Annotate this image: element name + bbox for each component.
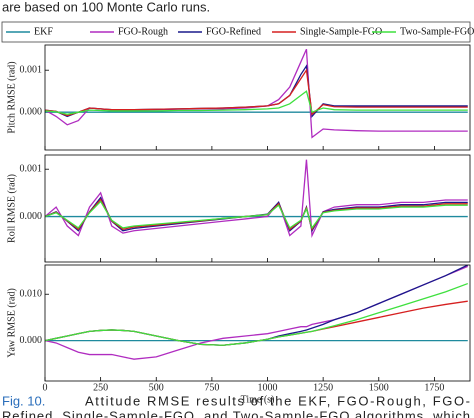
plot-frame <box>44 154 471 263</box>
legend: EKF FGO-Rough FGO-Refined Single-Sample-FGO… <box>6 26 474 37</box>
x-tick-label: 1000 <box>258 382 278 393</box>
caption-line: Refined, Single-Sample-FGO, and Two-Samp… <box>2 408 470 418</box>
x-tick-label: 1250 <box>313 382 333 393</box>
y-tick-label: 0.000 <box>20 211 43 222</box>
series-line <box>45 68 468 117</box>
legend-box <box>1 21 471 43</box>
series-line <box>45 300 468 346</box>
series-line <box>45 48 468 139</box>
header-text: are based on 100 Monte Carlo runs. <box>2 0 210 14</box>
y-axis-label: Roll RMSE (rad) <box>6 174 17 243</box>
y-tick-label: 0.010 <box>20 289 43 300</box>
y-axis-label: Pitch RMSE (rad) <box>6 61 17 133</box>
series-line <box>45 265 469 360</box>
x-tick-label: 1500 <box>369 382 389 393</box>
y-tick-label: 0.000 <box>20 335 43 346</box>
x-tick-label: 750 <box>204 382 219 393</box>
legend-label: EKF <box>34 26 53 37</box>
x-axis-label: Time (s) <box>241 394 275 405</box>
plot-frame <box>44 44 471 151</box>
series-line <box>45 282 468 346</box>
legend-label: Single-Sample-FGO <box>300 26 382 37</box>
y-tick-label: 0.000 <box>20 106 43 117</box>
caption-line: Attitude RMSE results of the EKF, FGO-Ro… <box>85 393 470 408</box>
x-tick-label: 250 <box>93 382 108 393</box>
series-line <box>45 90 468 115</box>
x-tick-label: 0 <box>43 382 48 393</box>
y-axis-label: Yaw RMSE (rad) <box>6 288 17 358</box>
x-tick-label: 1750 <box>424 382 444 393</box>
legend-label: FGO-Rough <box>118 26 168 37</box>
series-line <box>45 159 468 239</box>
plot-frame <box>44 264 471 382</box>
y-tick-label: 0.001 <box>20 64 43 75</box>
x-tick-label: 500 <box>149 382 164 393</box>
plot: 0.000 0.010 0 250 500 750 1000 1250 1500 1750 Yaw … <box>6 264 471 405</box>
y-tick-label: 0.001 <box>20 164 43 175</box>
legend-label: Two-Sample-FGO <box>400 26 474 37</box>
caption-label: Fig. 10. <box>2 393 45 408</box>
legend-label: FGO-Refined <box>206 26 261 37</box>
series-line <box>45 200 468 230</box>
